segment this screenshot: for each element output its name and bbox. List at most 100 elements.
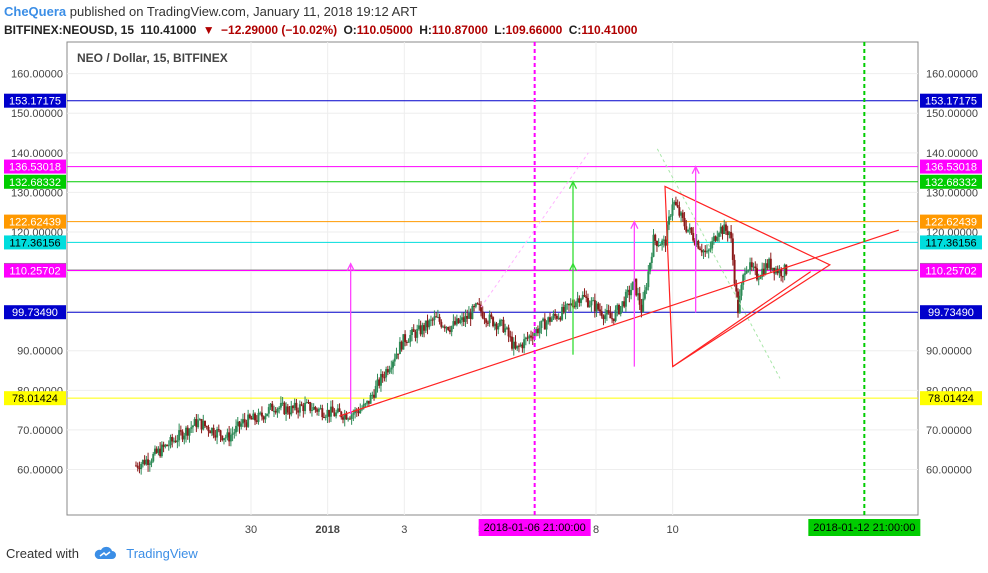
candle-body — [288, 412, 291, 415]
candle-body — [333, 412, 336, 417]
candle-body — [600, 311, 603, 317]
candle-body — [655, 240, 658, 247]
candle-body — [768, 258, 771, 268]
candle-body — [335, 412, 338, 417]
candle-body — [669, 215, 672, 217]
open-label: O: — [343, 23, 357, 37]
candle-body — [238, 421, 241, 427]
candle-body — [636, 293, 639, 296]
candle-body — [769, 258, 772, 270]
candle-body — [517, 345, 520, 347]
candle-body — [207, 426, 210, 432]
candle-body — [747, 270, 750, 272]
price-level-box-left — [4, 305, 66, 320]
price-level-label-left: 117.36156 — [9, 237, 60, 249]
author-name[interactable]: CheQuera — [4, 4, 67, 19]
candle-body — [150, 461, 153, 464]
candle-body — [359, 409, 362, 414]
candle-body — [759, 276, 762, 279]
candle-body — [711, 241, 714, 249]
candle-body — [724, 224, 727, 231]
price-level-label-left: 132.68332 — [9, 177, 61, 189]
candle-body — [233, 432, 236, 434]
low-value: 109.66000 — [505, 23, 563, 37]
candle-body — [343, 413, 346, 420]
x-tick-label: 2018 — [315, 524, 339, 536]
price-level-label-left: 110.25702 — [9, 266, 60, 278]
candle-body — [647, 271, 650, 288]
candle-body — [738, 295, 741, 314]
tradingview-link[interactable]: TradingView — [126, 546, 198, 561]
candle-body — [279, 403, 282, 408]
candle-body — [438, 316, 441, 322]
candle-body — [623, 301, 626, 307]
candle-body — [773, 267, 776, 274]
close-value: 110.41000 — [581, 23, 638, 37]
candle-body — [388, 369, 391, 373]
candle-body — [212, 427, 215, 436]
candle-body — [260, 412, 263, 417]
candle-body — [674, 201, 677, 206]
symbol-name: BITFINEX:NEOUSD, 15 — [4, 23, 135, 37]
candle-body — [376, 379, 379, 386]
candle-body — [723, 224, 726, 235]
candle-body — [293, 402, 296, 409]
candle-body — [424, 320, 427, 331]
candle-body — [157, 448, 160, 453]
candle-body — [383, 377, 386, 379]
candle-body — [709, 248, 712, 251]
candle-body — [135, 465, 137, 467]
price-level-label-right: 122.62439 — [925, 217, 977, 229]
candle-body — [217, 429, 220, 431]
candle-body — [222, 438, 225, 441]
price-chart[interactable]: 60.0000060.0000070.0000070.0000080.00000… — [0, 40, 988, 540]
candle-body — [350, 414, 353, 419]
candle-body — [342, 417, 344, 420]
candle-body — [573, 305, 576, 308]
candle-body — [535, 328, 538, 334]
candle-body — [257, 412, 260, 422]
candle-body — [590, 300, 593, 306]
candle-body — [436, 316, 439, 318]
publish-line: CheQuera published on TradingView.com, J… — [4, 4, 417, 19]
candle-body — [619, 306, 622, 314]
price-level-label-right: 132.68332 — [925, 177, 977, 189]
candle-body — [580, 298, 583, 303]
candle-body — [409, 334, 412, 342]
ascending-trendline — [338, 229, 900, 417]
vertical-marker-label: 2018-01-06 21:00:00 — [484, 522, 586, 534]
candle-body — [752, 266, 755, 268]
triangle-pattern — [664, 185, 832, 368]
candle-body — [592, 300, 595, 302]
candle-body — [761, 268, 764, 277]
down-arrow-icon: ▼ — [202, 23, 215, 37]
candle-body — [229, 434, 232, 442]
price-level-label-right: 153.17175 — [925, 96, 977, 108]
candle-body — [362, 403, 365, 409]
candle-body — [345, 413, 348, 420]
candle-body — [730, 231, 733, 239]
candle-body — [245, 422, 248, 427]
candle-body — [431, 319, 434, 321]
candle-body — [169, 436, 172, 446]
candle-body — [785, 264, 788, 275]
candle-body — [542, 318, 545, 321]
candle-body — [400, 341, 403, 350]
candle-body — [374, 385, 377, 398]
y-tick-label-left: 90.00000 — [17, 346, 63, 358]
high-label: H: — [419, 23, 432, 37]
candle-body — [448, 329, 451, 332]
candle-body — [733, 259, 736, 284]
candle-body — [668, 216, 671, 225]
price-level-box-left — [4, 214, 66, 229]
chart-title: NEO / Dollar, 15, BITFINEX — [77, 51, 228, 65]
candle-body — [267, 407, 270, 414]
vertical-marker-box — [808, 519, 921, 536]
candle-body — [197, 420, 200, 428]
y-tick-label-right: 60.00000 — [926, 464, 972, 476]
candle-body — [443, 326, 446, 329]
price-level-label-right: 78.01424 — [928, 393, 974, 405]
candle-body — [367, 400, 370, 404]
candle-body — [576, 298, 579, 303]
candle-body — [419, 325, 422, 335]
